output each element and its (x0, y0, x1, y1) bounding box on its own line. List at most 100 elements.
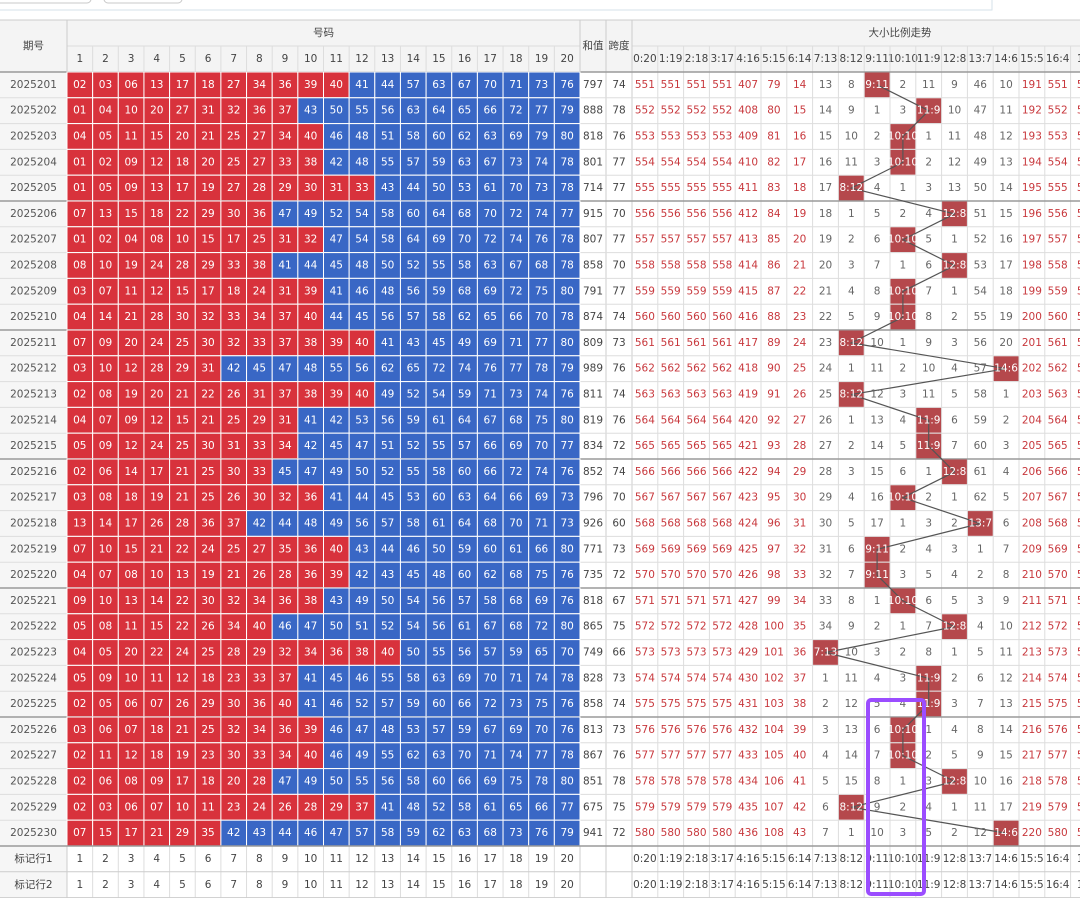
trend-value: 4 (951, 569, 958, 581)
number: 47 (304, 621, 317, 633)
number: 35 (278, 543, 291, 555)
number-cell (194, 561, 222, 589)
number-cell (194, 690, 222, 718)
number: 12 (124, 750, 137, 762)
number: 34 (278, 131, 292, 143)
trend-value: 575 (686, 698, 706, 710)
number: 33 (253, 672, 266, 684)
trend-value: 3 (900, 389, 907, 401)
number-cell (553, 432, 581, 460)
number-cell (399, 277, 427, 305)
number: 35 (201, 827, 214, 839)
trend-value: 13 (845, 724, 858, 736)
number: 27 (253, 131, 266, 143)
number: 70 (509, 518, 522, 530)
toolbar-button[interactable] (103, 0, 183, 4)
number: 02 (99, 234, 112, 246)
trend-hit: 7:13 (814, 647, 838, 659)
number-cell (348, 252, 376, 279)
span: 74 (612, 311, 626, 323)
sum: 888 (583, 105, 603, 117)
trend-column-label: 2:18 (685, 53, 709, 65)
number: 17 (150, 466, 163, 478)
trend-value: 4 (951, 724, 958, 736)
number: 65 (407, 363, 420, 375)
number: 17 (176, 182, 189, 194)
number: 28 (227, 647, 240, 659)
number: 40 (304, 311, 317, 323)
period: 2025210 (10, 311, 57, 323)
trend-value: 562 (1048, 363, 1068, 375)
number: 58 (381, 208, 394, 220)
trend-value: 9 (951, 79, 958, 91)
marker-cell: 20 (560, 879, 573, 891)
period: 2025221 (10, 595, 57, 607)
trend-value: 553 (1048, 131, 1068, 143)
number: 47 (330, 827, 343, 839)
trend-column-label: 10:10 (888, 53, 918, 65)
trend-value: 9 (848, 621, 855, 633)
number: 19 (124, 389, 137, 401)
number: 68 (509, 414, 522, 426)
number: 48 (381, 285, 394, 297)
number-cell (246, 510, 273, 537)
trend-value: 34 (793, 595, 807, 607)
trend-value: 416 (738, 311, 758, 323)
number: 07 (73, 337, 86, 349)
trend-value: 22 (819, 311, 832, 323)
number: 67 (484, 621, 497, 633)
number: 60 (458, 466, 471, 478)
number: 33 (278, 156, 291, 168)
sum: 771 (583, 543, 603, 555)
period: 2025209 (10, 285, 57, 297)
trend-value: 2 (951, 311, 958, 323)
trend-value: 1 (951, 492, 958, 504)
trend-hit: 8:12 (840, 182, 864, 194)
number-cell (117, 226, 145, 254)
trend-value: 20 (999, 337, 1012, 349)
trend-value: 567 (661, 492, 681, 504)
number: 80 (560, 285, 573, 297)
marker-cell: 5 (179, 879, 186, 891)
number-cell (399, 97, 427, 125)
number-cell (399, 510, 427, 537)
number: 70 (484, 672, 497, 684)
toolbar-button[interactable] (0, 0, 92, 4)
trend-value: 561 (1048, 337, 1068, 349)
trend-value: 210 (1022, 569, 1042, 581)
trend-value: 49 (974, 156, 987, 168)
trend-value: 108 (764, 827, 784, 839)
number-cell (553, 690, 581, 718)
trend-value: 568 (712, 518, 732, 530)
number: 78 (560, 260, 573, 272)
number: 48 (407, 801, 420, 813)
number: 75 (509, 776, 522, 788)
number: 71 (509, 337, 522, 349)
number: 62 (484, 569, 497, 581)
number: 57 (407, 79, 420, 91)
trend-value: 555 (661, 182, 681, 194)
trend-value: 579 (1048, 801, 1068, 813)
number-cell (528, 123, 555, 150)
number: 52 (355, 698, 368, 710)
number: 08 (124, 776, 137, 788)
trend-value: 1 (951, 285, 958, 297)
number: 76 (560, 466, 574, 478)
trend-value: 12 (974, 827, 987, 839)
marker-cell: 15 (432, 879, 445, 891)
trend-value: 434 (738, 776, 758, 788)
number: 50 (355, 466, 368, 478)
number: 67 (458, 79, 471, 91)
number: 59 (509, 647, 522, 659)
trend-value: 11 (999, 647, 1012, 659)
trend-value: 568 (661, 518, 681, 530)
number: 68 (509, 595, 522, 607)
sum: 796 (583, 492, 603, 504)
number-cell (425, 97, 453, 125)
number-cell (451, 432, 478, 460)
sum: 852 (583, 466, 603, 478)
number: 02 (73, 801, 86, 813)
period: 2025203 (10, 131, 57, 143)
number: 79 (560, 105, 573, 117)
trend-value: 418 (738, 363, 758, 375)
